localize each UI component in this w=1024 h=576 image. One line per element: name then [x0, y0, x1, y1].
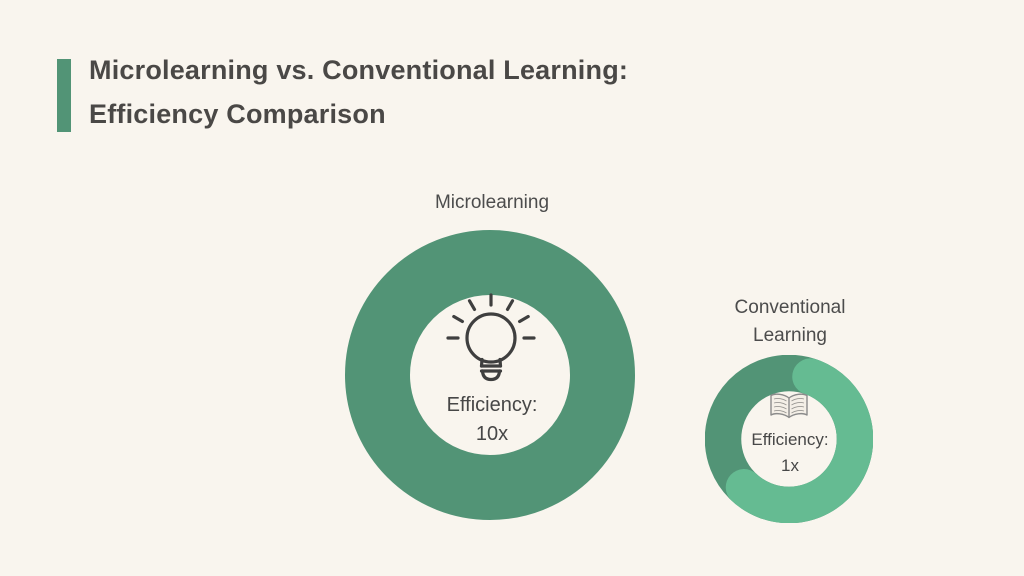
- open-book-icon-strokes: [770, 393, 808, 419]
- page-title-line1: Microlearning vs. Conventional Learning:: [89, 55, 629, 85]
- conventional-donut: [705, 355, 873, 523]
- page-title-line2: Efficiency Comparison: [89, 99, 386, 129]
- microlearning-efficiency-value: 10x: [475, 423, 509, 445]
- conventional-efficiency-label: Efficiency:: [751, 430, 829, 449]
- title-accent-bar: [57, 59, 71, 132]
- microlearning-label: Microlearning: [434, 192, 550, 213]
- lightbulb-icon: [446, 293, 536, 382]
- conventional-label-line2: Learning: [753, 325, 827, 346]
- conventional-center-text: Efficiency: 1x: [690, 427, 890, 479]
- open-book-page-lines: [773, 398, 805, 414]
- microlearning-efficiency-label: Efficiency:: [446, 394, 538, 416]
- lightbulb-icon-strokes: [446, 293, 536, 382]
- open-book-icon: [770, 393, 808, 419]
- conventional-label-line1: Conventional: [734, 297, 846, 318]
- conventional-donut-ring-light: [725, 358, 873, 523]
- microlearning-donut-ring: [345, 230, 635, 520]
- page-title: Microlearning vs. Conventional Learning:…: [89, 48, 628, 136]
- microlearning-donut: [345, 230, 635, 520]
- conventional-efficiency-value: 1x: [781, 456, 799, 475]
- conventional-label: Conventional Learning: [690, 294, 890, 350]
- microlearning-center-text: Efficiency: 10x: [392, 391, 592, 449]
